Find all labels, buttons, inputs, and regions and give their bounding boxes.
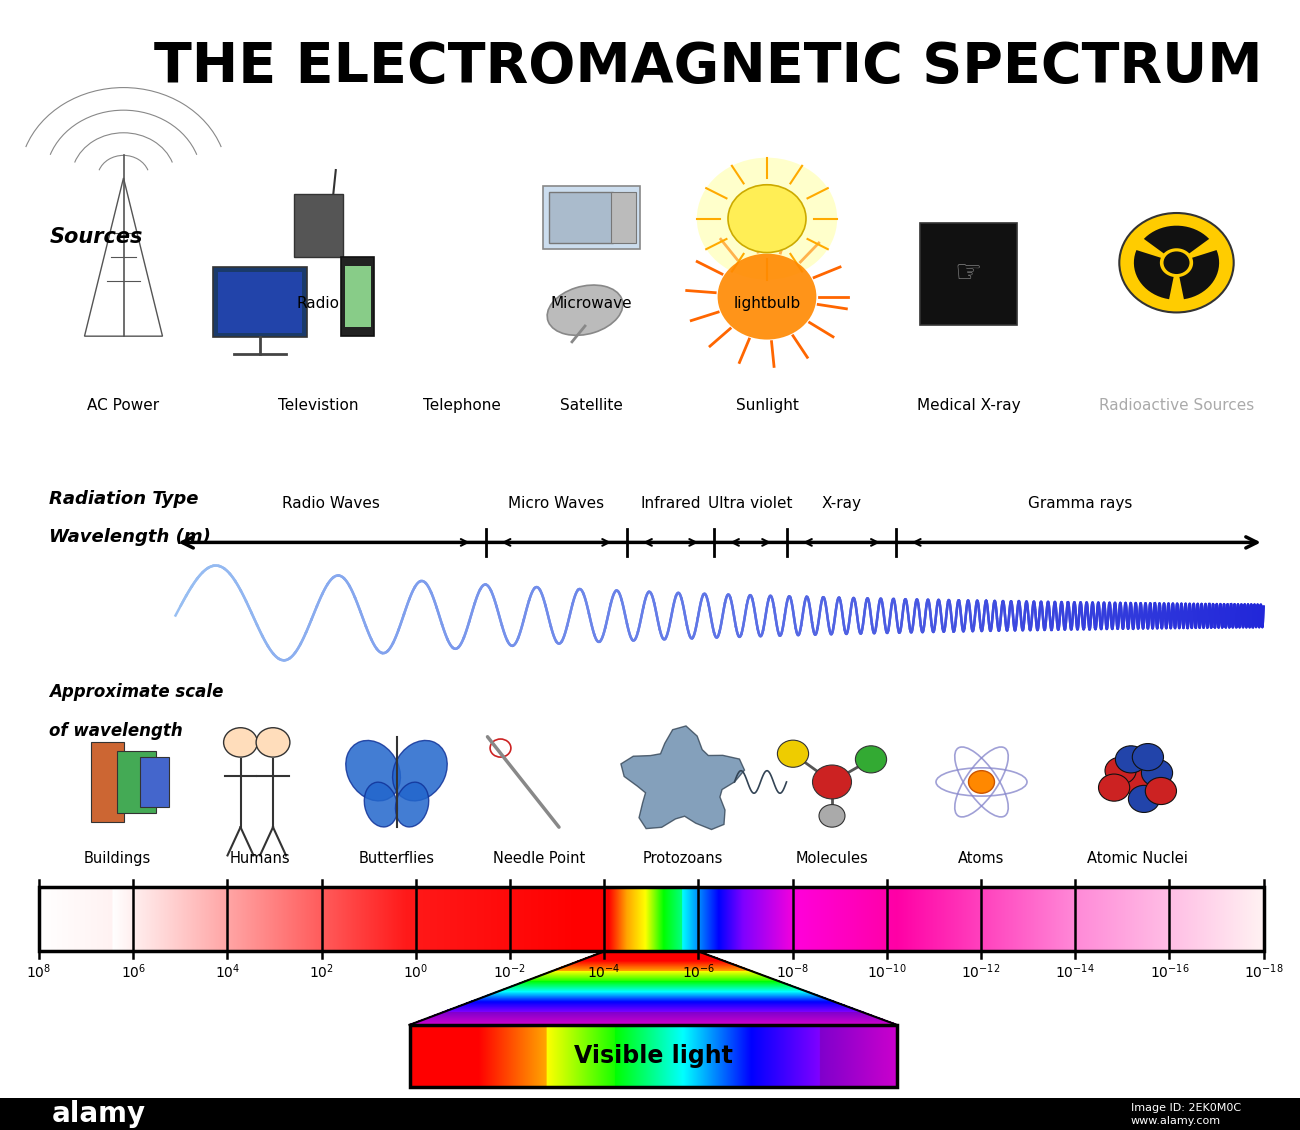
Bar (920, 224, 1017, 325)
Circle shape (819, 805, 845, 827)
Text: Infrared: Infrared (641, 496, 701, 511)
Text: Gramma rays: Gramma rays (1027, 496, 1132, 511)
Bar (39, 887, 1264, 951)
Circle shape (718, 253, 816, 340)
Text: Molecules: Molecules (796, 851, 868, 866)
Text: Atoms: Atoms (958, 851, 1005, 866)
Text: $10^{0}$: $10^{0}$ (403, 963, 429, 981)
Bar (341, 258, 374, 337)
Circle shape (1164, 251, 1190, 273)
Text: AC Power: AC Power (87, 398, 160, 412)
Text: $10^{6}$: $10^{6}$ (121, 963, 146, 981)
Bar (218, 271, 302, 332)
Circle shape (728, 184, 806, 252)
Bar (410, 1025, 897, 1087)
Bar (549, 192, 612, 243)
Text: Wavelength (m): Wavelength (m) (49, 528, 212, 546)
Ellipse shape (346, 740, 400, 801)
Circle shape (1128, 785, 1160, 812)
Ellipse shape (393, 740, 447, 801)
Circle shape (1105, 757, 1136, 784)
Text: Butterflies: Butterflies (359, 851, 434, 866)
Text: Image ID: 2EK0M0C: Image ID: 2EK0M0C (1131, 1103, 1242, 1113)
Polygon shape (621, 725, 745, 829)
Circle shape (256, 728, 290, 757)
Text: $10^{2}$: $10^{2}$ (309, 963, 334, 981)
Text: Sources: Sources (49, 227, 143, 247)
Text: $10^{-4}$: $10^{-4}$ (588, 963, 621, 981)
Text: Telephone: Telephone (422, 398, 500, 412)
Text: THE ELECTROMAGNETIC SPECTRUM: THE ELECTROMAGNETIC SPECTRUM (155, 40, 1262, 94)
Circle shape (1115, 746, 1147, 773)
Polygon shape (1134, 250, 1174, 299)
Text: $10^{4}$: $10^{4}$ (214, 963, 240, 981)
Circle shape (1122, 768, 1153, 796)
Text: Needle Point: Needle Point (494, 851, 585, 866)
Text: Microwave: Microwave (551, 296, 632, 311)
Text: $10^{-2}$: $10^{-2}$ (494, 963, 526, 981)
Bar (543, 186, 640, 249)
Bar (117, 751, 156, 814)
Text: Radioactive Sources: Radioactive Sources (1098, 398, 1254, 412)
Text: Sunlight: Sunlight (736, 398, 798, 412)
Text: $10^{-10}$: $10^{-10}$ (867, 963, 906, 981)
Text: Radio Waves: Radio Waves (282, 496, 380, 511)
Polygon shape (1179, 250, 1219, 299)
Circle shape (812, 765, 852, 799)
Text: of wavelength: of wavelength (49, 722, 183, 740)
Circle shape (697, 157, 837, 279)
Text: Humans: Humans (230, 851, 290, 866)
Circle shape (777, 740, 809, 767)
Text: lightbulb: lightbulb (733, 296, 801, 311)
Bar (611, 192, 637, 243)
Text: Protozoans: Protozoans (642, 851, 723, 866)
Text: alamy: alamy (52, 1101, 146, 1128)
Circle shape (1145, 777, 1176, 805)
Ellipse shape (395, 782, 429, 827)
Circle shape (968, 771, 994, 793)
Circle shape (224, 728, 257, 757)
Text: $10^{-16}$: $10^{-16}$ (1149, 963, 1190, 981)
Text: $10^{-14}$: $10^{-14}$ (1056, 963, 1095, 981)
Text: Radiation Type: Radiation Type (49, 490, 199, 509)
Text: Buildings: Buildings (83, 851, 151, 866)
Text: Visible light: Visible light (573, 1044, 733, 1068)
Ellipse shape (547, 285, 623, 336)
Text: $10^{-12}$: $10^{-12}$ (961, 963, 1001, 981)
Circle shape (1141, 759, 1173, 786)
Bar (294, 193, 343, 257)
Text: Radio: Radio (296, 296, 341, 311)
Text: Televistion: Televistion (278, 398, 359, 412)
Text: Approximate scale: Approximate scale (49, 683, 224, 701)
Circle shape (1132, 744, 1164, 771)
Bar (0, 1098, 1300, 1130)
Text: Micro Waves: Micro Waves (508, 496, 604, 511)
Text: Ultra violet: Ultra violet (708, 496, 793, 511)
Text: $10^{8}$: $10^{8}$ (26, 963, 52, 981)
Bar (344, 266, 370, 328)
Text: X-ray: X-ray (822, 496, 862, 511)
Circle shape (855, 746, 887, 773)
Polygon shape (1144, 226, 1209, 253)
Text: www.alamy.com: www.alamy.com (1131, 1116, 1221, 1127)
Text: $10^{-8}$: $10^{-8}$ (776, 963, 810, 981)
Bar (91, 742, 124, 822)
Text: ☞: ☞ (954, 260, 983, 288)
Circle shape (1098, 774, 1130, 801)
Text: $10^{-6}$: $10^{-6}$ (681, 963, 715, 981)
Bar (213, 267, 307, 337)
Text: Atomic Nuclei: Atomic Nuclei (1087, 851, 1188, 866)
Circle shape (1119, 212, 1234, 312)
Text: Satellite: Satellite (560, 398, 623, 412)
Bar (140, 757, 169, 807)
Text: $10^{-18}$: $10^{-18}$ (1244, 963, 1283, 981)
Ellipse shape (364, 782, 398, 827)
Text: Medical X-ray: Medical X-ray (916, 398, 1021, 412)
